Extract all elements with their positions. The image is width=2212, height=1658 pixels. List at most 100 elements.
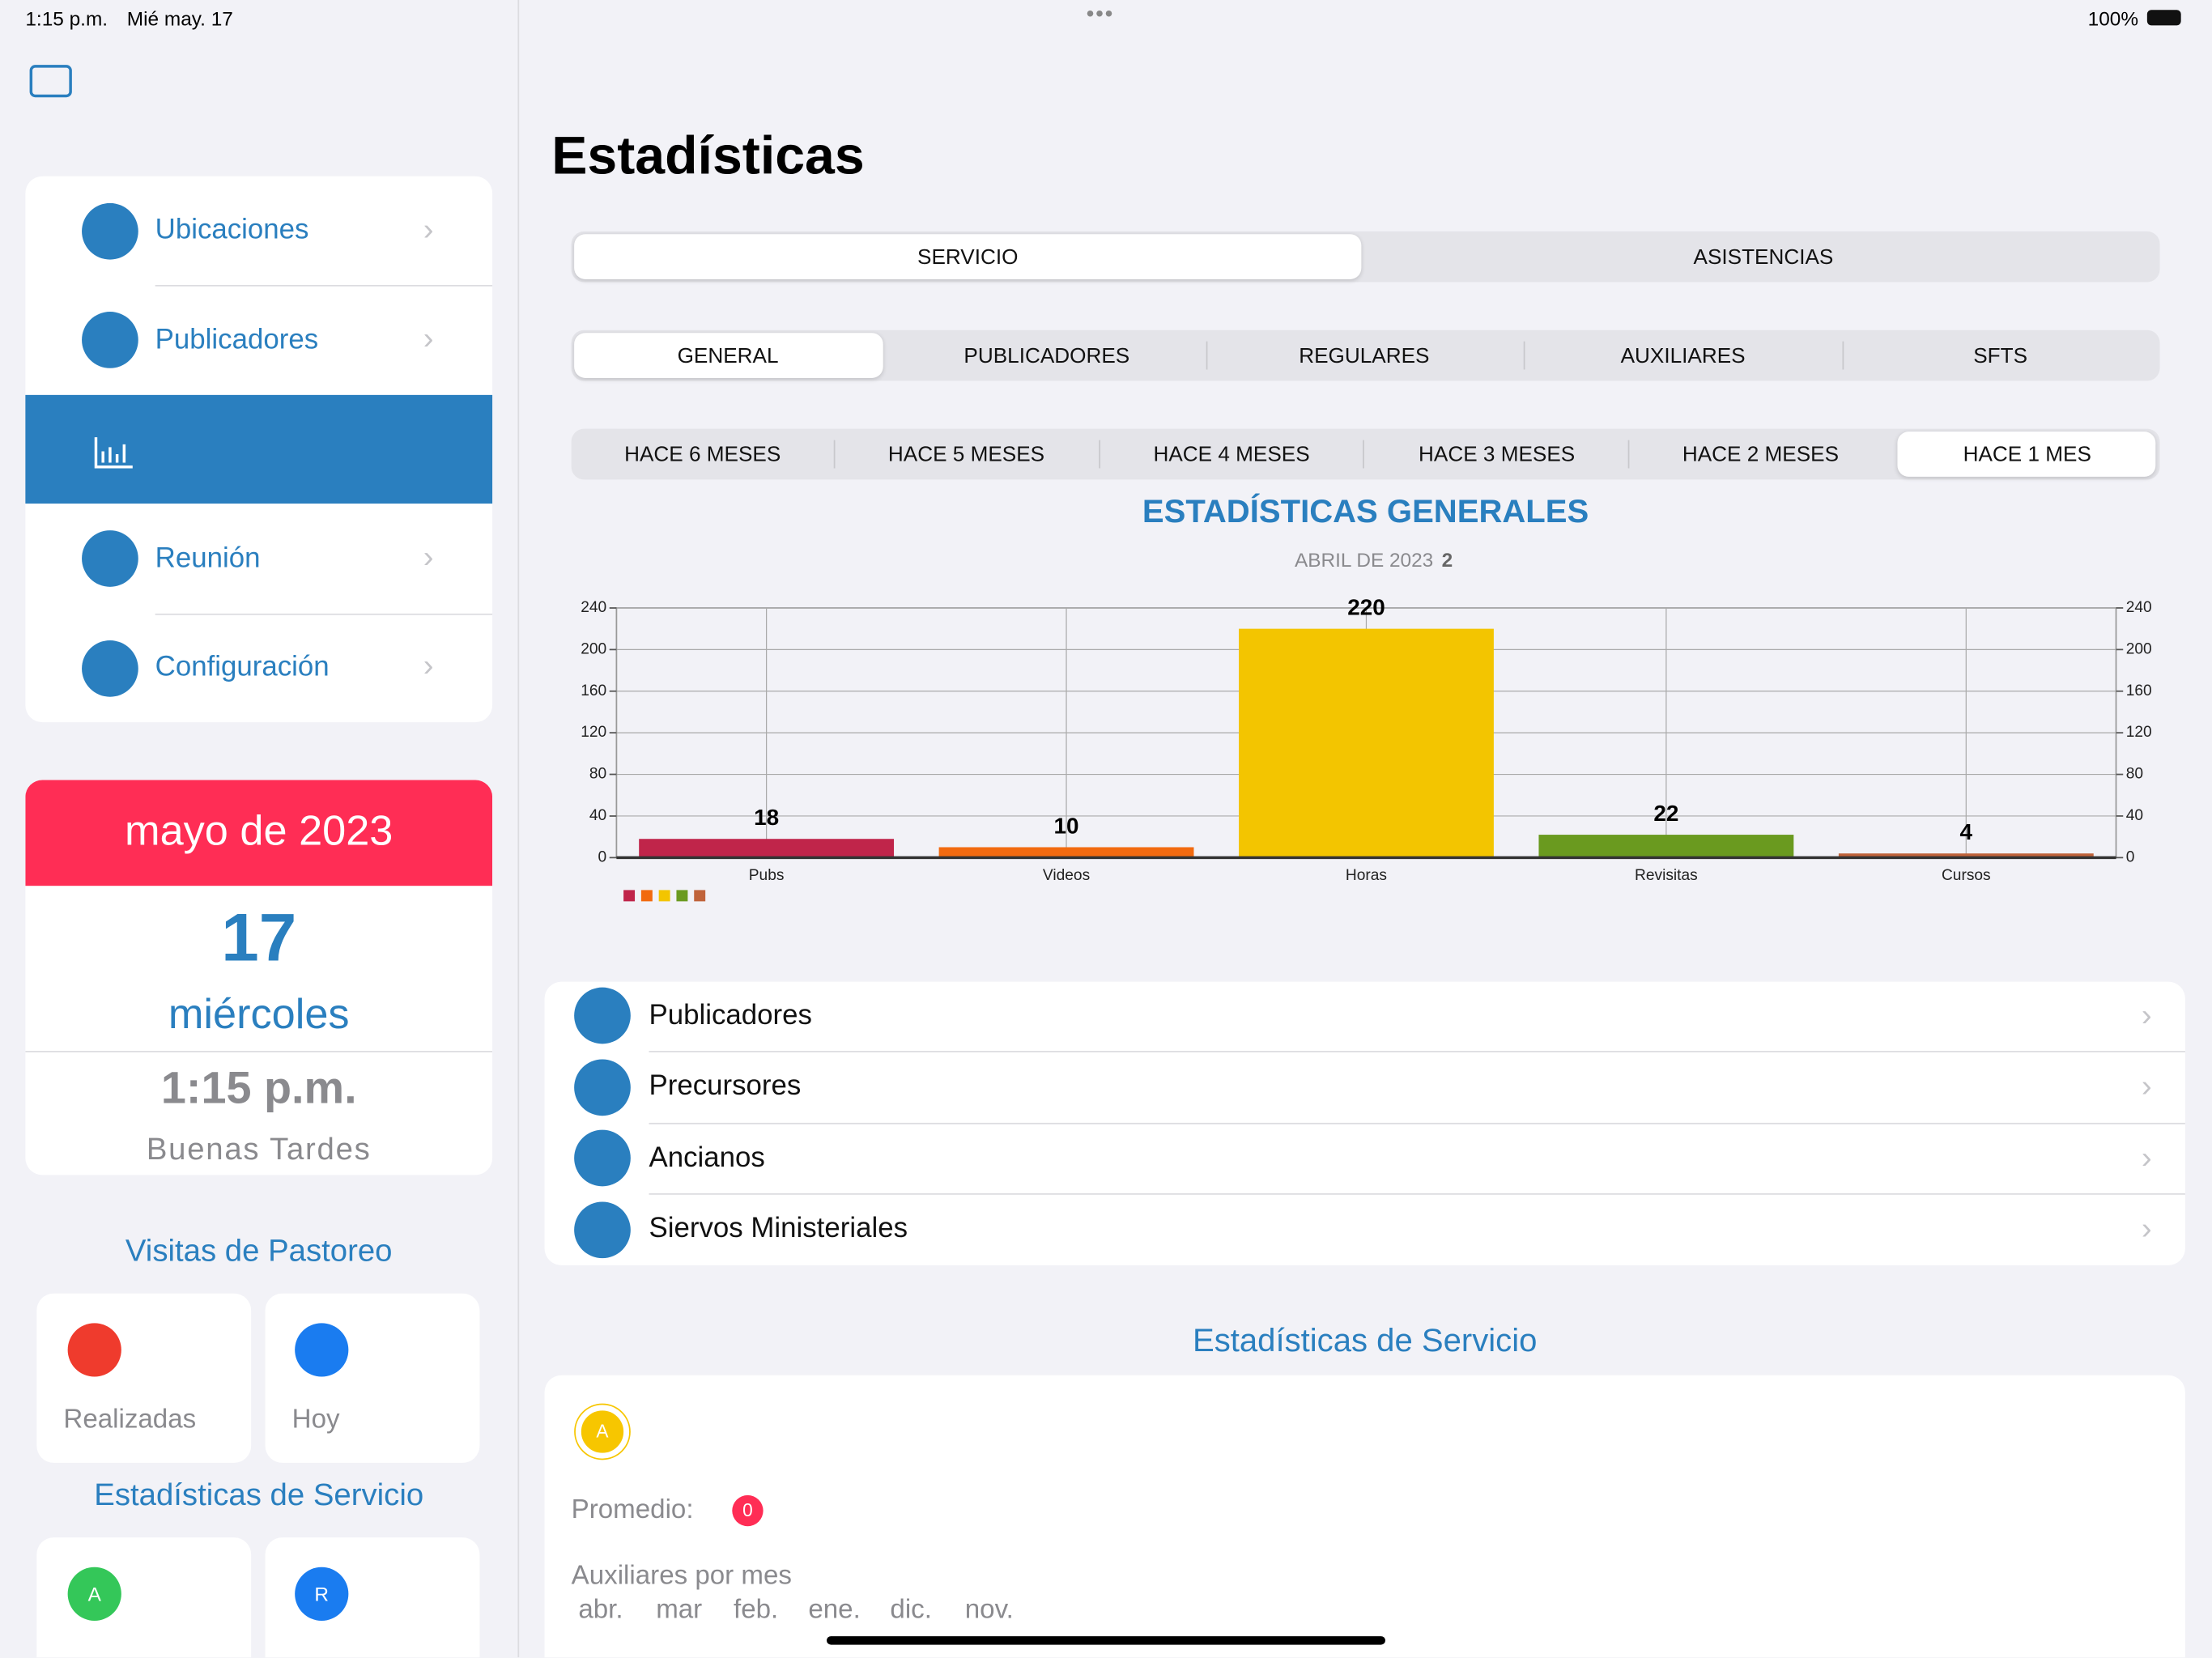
calendar-weekday: miércoles [168, 991, 350, 1039]
list-item[interactable]: Siervos Ministeriales [649, 1213, 908, 1244]
chevron: › [2141, 997, 2152, 1033]
chevron: › [2141, 1139, 2152, 1175]
chevron: › [423, 211, 434, 247]
subtab[interactable]: AUXILIARES [1620, 344, 1746, 368]
list-icon [574, 1201, 631, 1259]
section-title: Visitas de Pastoreo [125, 1232, 393, 1269]
y2-tick-label: 200 [2126, 640, 2152, 657]
list-item[interactable]: Publicadores [649, 1000, 812, 1031]
legend-swatch [623, 890, 636, 902]
month: mar [656, 1595, 703, 1626]
period[interactable]: HACE 2 MESES [1682, 443, 1840, 467]
period[interactable]: HACE 6 MESES [624, 443, 781, 467]
chart-subtitle-count: 2 [1442, 550, 1453, 572]
multitask-dots[interactable]: ••• [1086, 2, 1115, 28]
badge: R [295, 1567, 349, 1621]
menu-item[interactable]: Publicadores [155, 324, 319, 356]
subtab[interactable]: PUBLICADORES [963, 344, 1130, 368]
calendar-card: mayo de 2023 17 miércoles 1:15 p.m. Buen… [25, 780, 493, 1175]
stats-icon [94, 437, 133, 469]
page-title: Estadísticas [551, 126, 865, 186]
x-tick-label: Revisitas [1635, 867, 1698, 884]
separator [1099, 440, 1101, 469]
legend-swatch [658, 890, 670, 902]
bar [938, 847, 1194, 858]
battery-text: 100% [2087, 6, 2139, 30]
chart: ESTADÍSTICAS GENERALES ABRIL DE 2023 2 0… [581, 493, 2152, 902]
separator [1627, 440, 1630, 469]
menu-item-selected[interactable] [25, 394, 493, 504]
tab[interactable]: SERVICIO [917, 245, 1019, 270]
status-date: Mié may. 17 [126, 6, 233, 30]
calendar-month: mayo de 2023 [125, 808, 393, 855]
separator [1842, 341, 1844, 370]
visit-label: Realizadas [63, 1405, 197, 1435]
visit-card[interactable] [36, 1293, 252, 1463]
home-indicator [827, 1636, 1385, 1645]
y-tick-label: 0 [598, 848, 607, 865]
menu-item[interactable]: Reunión [155, 542, 261, 575]
y-tick-label: 40 [589, 807, 606, 824]
period[interactable]: HACE 5 MESES [887, 443, 1045, 467]
period[interactable]: HACE 1 MES [1963, 443, 2091, 467]
separator [833, 440, 836, 469]
subtab[interactable]: REGULARES [1299, 344, 1430, 368]
sidebar-toggle[interactable] [29, 65, 72, 98]
average-value: 0 [732, 1494, 764, 1527]
separator [1206, 341, 1208, 370]
list-item[interactable]: Precursores [649, 1070, 802, 1102]
separator [25, 1051, 493, 1052]
calendar-greeting: Buenas Tardes [146, 1131, 372, 1167]
period[interactable]: HACE 4 MESES [1153, 443, 1310, 467]
x-tick-label: Cursos [1942, 867, 1991, 884]
chevron: › [423, 647, 434, 683]
period-selected [1897, 432, 2156, 477]
section-title: Estadísticas de Servicio [1192, 1321, 1538, 1358]
legend-swatch [676, 890, 688, 902]
period-control [571, 428, 2160, 480]
month: nov. [964, 1595, 1014, 1626]
separator [649, 1051, 2185, 1052]
status-time: 1:15 p.m. [25, 6, 108, 30]
subtab[interactable]: GENERAL [677, 344, 779, 368]
separator [649, 1122, 2185, 1124]
menu-item[interactable]: Configuración [155, 651, 330, 683]
section-title: Estadísticas de Servicio [94, 1477, 424, 1512]
service-stats-card [544, 1375, 2185, 1658]
bar [1838, 853, 2094, 858]
y2-tick-label: 240 [2126, 599, 2152, 616]
subtab[interactable]: SFTS [1973, 344, 2028, 368]
badge: A [575, 1405, 630, 1459]
month: ene. [808, 1595, 861, 1626]
list-item[interactable]: Ancianos [649, 1142, 765, 1174]
legend-swatch [694, 890, 706, 902]
visit-card[interactable] [265, 1293, 480, 1463]
menu-icon [82, 640, 138, 697]
month: dic. [890, 1595, 932, 1626]
value-label: 10 [1054, 813, 1079, 838]
separator [155, 284, 493, 287]
month: abr. [578, 1595, 623, 1626]
clock-icon [295, 1323, 349, 1377]
separator [1363, 440, 1364, 469]
calendar-day: 17 [221, 901, 297, 976]
list-icon [574, 1059, 631, 1116]
tab-selected [574, 234, 1362, 279]
tab[interactable]: ASISTENCIAS [1693, 245, 1834, 270]
y2-tick-label: 160 [2126, 682, 2152, 699]
chevron: › [2141, 1067, 2152, 1103]
menu-item[interactable]: Ubicaciones [155, 214, 309, 246]
value-label: 4 [1960, 819, 1973, 844]
list-icon [574, 987, 631, 1044]
clock-icon [67, 1323, 121, 1377]
separator [155, 613, 493, 615]
menu-icon [82, 530, 138, 587]
chevron: › [423, 320, 434, 356]
x-tick-label: Videos [1043, 867, 1090, 884]
menu-icon [82, 312, 138, 368]
period[interactable]: HACE 3 MESES [1419, 443, 1576, 467]
chart-title: ESTADÍSTICAS GENERALES [1142, 493, 1589, 529]
x-tick-label: Horas [1346, 867, 1387, 884]
monthly-label: Auxiliares por mes [571, 1561, 792, 1592]
